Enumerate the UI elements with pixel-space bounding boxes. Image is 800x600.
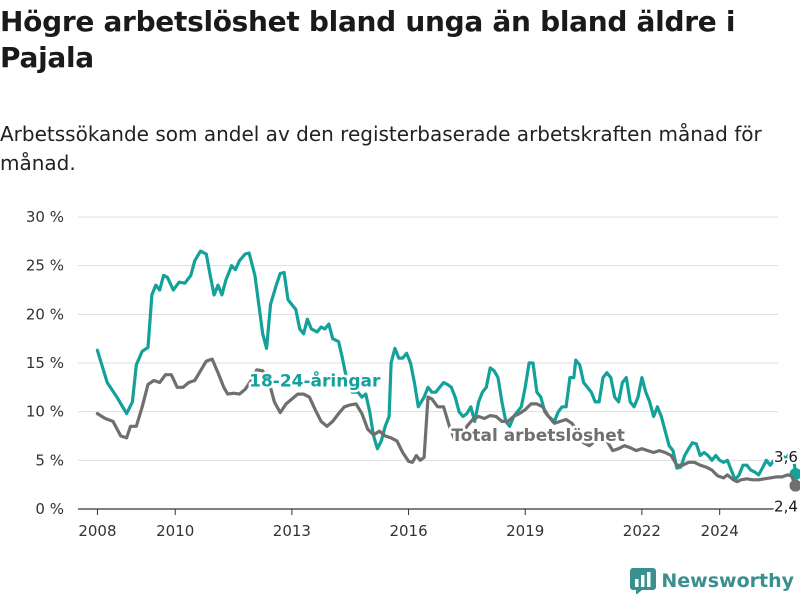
y-axis: 0 % 5 % 10 % 15 % 20 % 25 % 30 % (26, 208, 64, 518)
y-tick-label: 20 % (26, 305, 64, 323)
series-labels: 18-24-åringar Total arbetslöshet 3,6 % 2,4 … (247, 367, 800, 518)
x-tick-label: 2022 (623, 522, 661, 540)
series-line-youth (95, 249, 798, 482)
y-tick-label: 30 % (26, 208, 64, 226)
brand-logo: Newsworthy (630, 568, 794, 594)
y-tick-label: 5 % (35, 451, 64, 469)
y-tick-label: 10 % (26, 403, 64, 421)
chart-subtitle: Arbetssökande som andel av den registerb… (0, 122, 762, 175)
brand-name: Newsworthy (661, 570, 794, 592)
x-tick-label: 2024 (701, 522, 739, 540)
y-tick-label: 0 % (35, 500, 64, 518)
line-chart: 0 %5 %10 %15 %20 %25 %30 % 2008 2010 2013 2… (26, 208, 800, 540)
x-tick-label: 2013 (273, 522, 311, 540)
chart-title: Högre arbetslöshet bland unga än bland ä… (0, 5, 736, 74)
gridlines (78, 216, 778, 510)
x-tick-label: 2016 (389, 522, 427, 540)
series-label-youth: 18-24-åringar (249, 369, 381, 391)
y-tick-label: 15 % (26, 354, 64, 372)
end-label-total: 2,4 % (774, 498, 800, 516)
x-tick-label: 2019 (506, 522, 544, 540)
series-lines (95, 249, 800, 492)
y-tick-label: 25 % (26, 257, 64, 275)
series-line-total (95, 357, 798, 488)
x-axis: 2008 2010 2013 2016 2019 2022 2024 (78, 509, 739, 540)
series-label-total: Total arbetslöshet (451, 426, 625, 446)
x-tick-label: 2008 (78, 522, 116, 540)
x-tick-label: 2010 (156, 522, 194, 540)
end-point-total (789, 479, 800, 492)
newsworthy-logo-icon (630, 568, 657, 594)
end-label-youth: 3,6 % (774, 448, 800, 466)
